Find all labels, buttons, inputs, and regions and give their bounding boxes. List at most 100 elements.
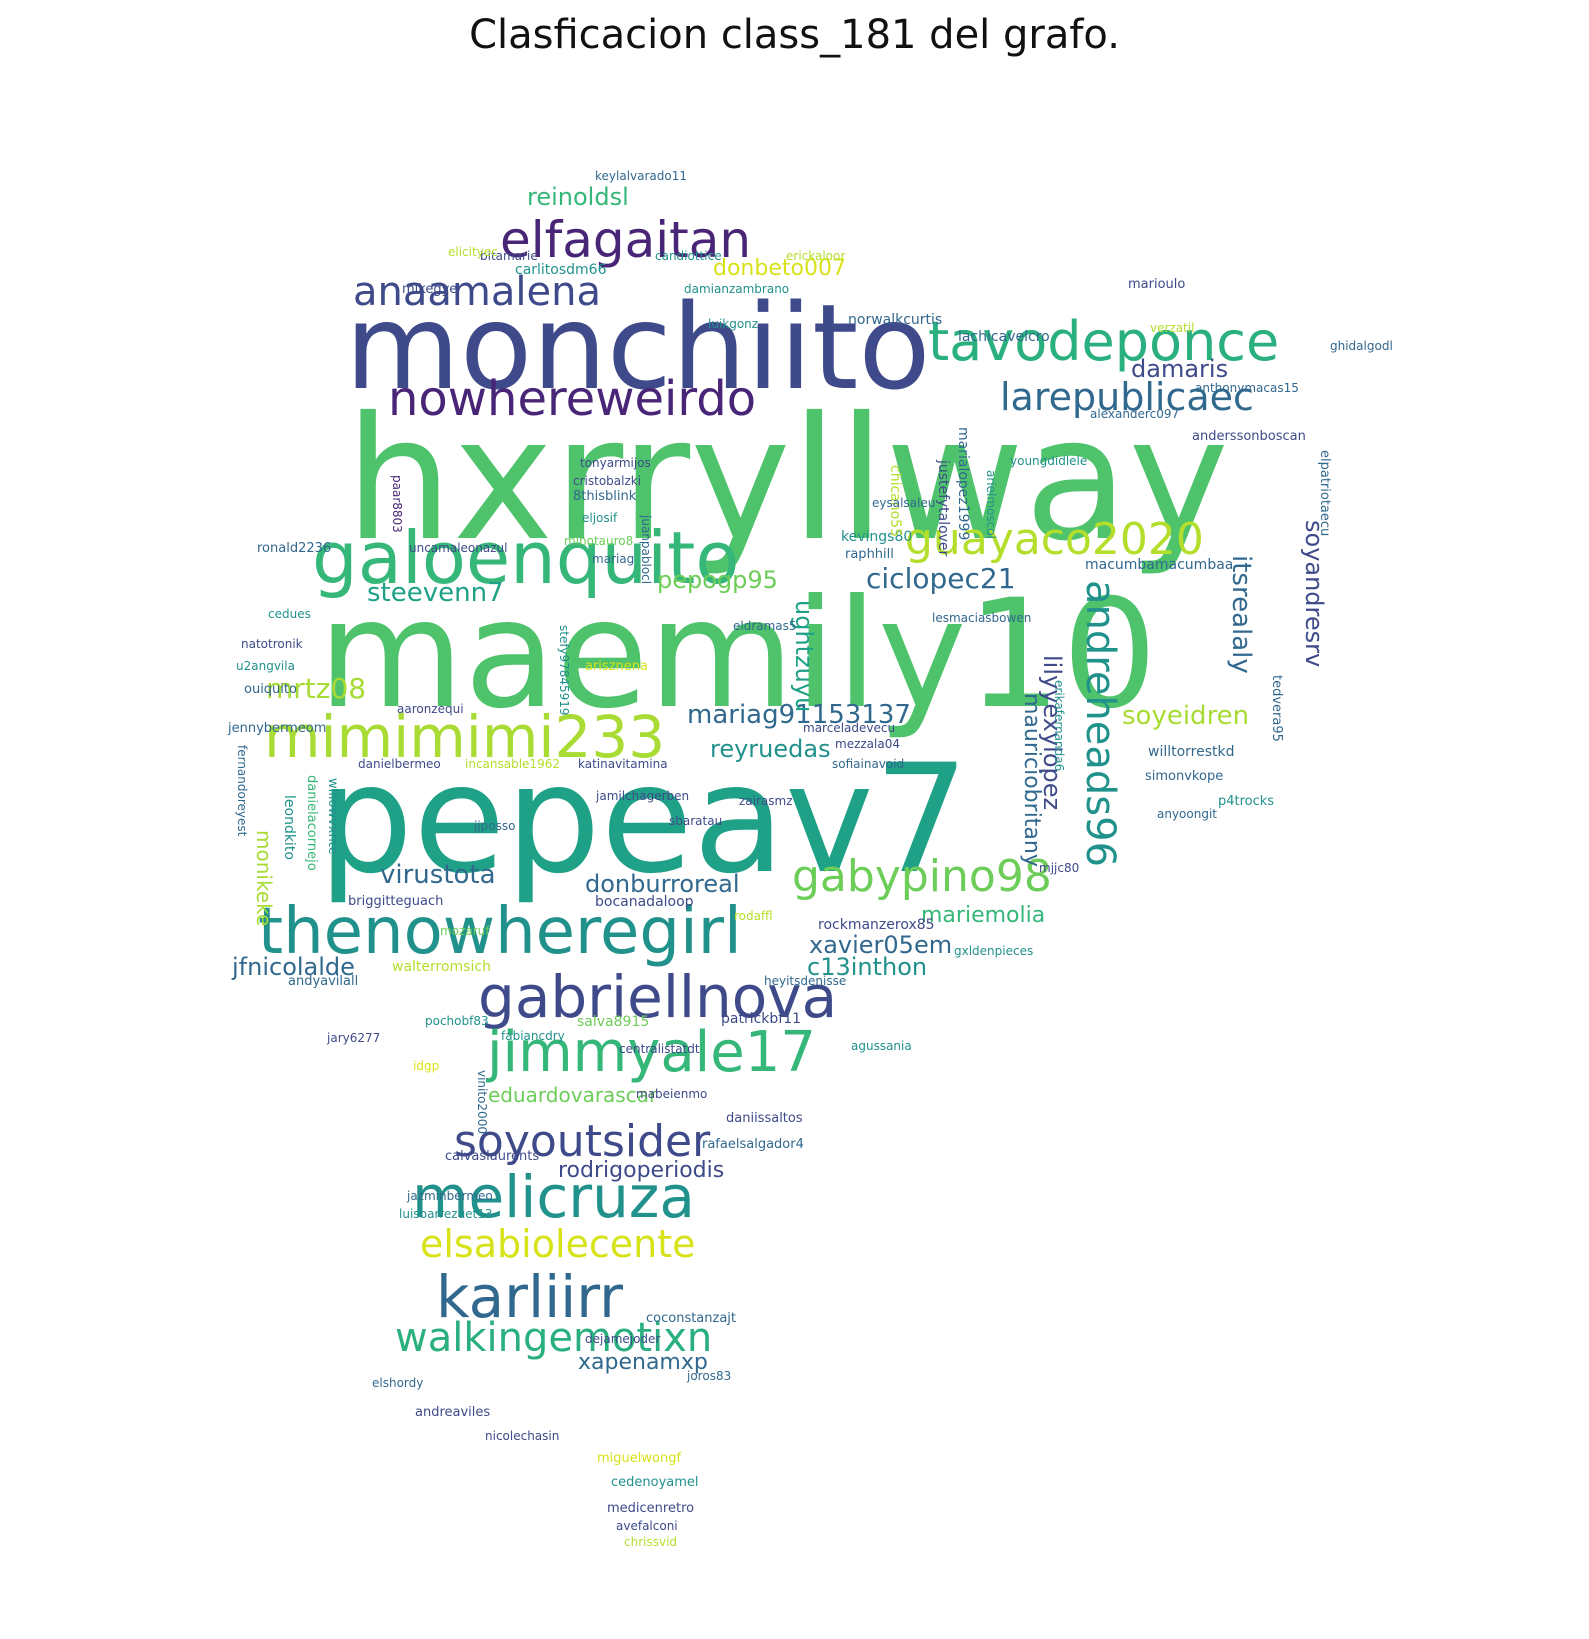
cloud-word: damaris <box>1131 355 1229 383</box>
cloud-word: aaronzequi <box>397 702 464 716</box>
cloud-word: ughtzuyu <box>790 600 818 713</box>
cloud-word: ouiquito <box>244 682 297 697</box>
cloud-word: nicolechasin <box>485 1429 560 1443</box>
cloud-word: leondkito <box>281 795 297 860</box>
cloud-word: reinoldsl <box>527 183 629 211</box>
cloud-word: ciclopec21 <box>866 562 1016 595</box>
cloud-word: minotauro8 <box>564 534 634 548</box>
cloud-word: pepogp95 <box>657 566 778 594</box>
cloud-word: idgp <box>413 1059 440 1073</box>
cloud-word: anyoongit <box>1157 807 1218 821</box>
cloud-word: calvaslaurents <box>445 1149 540 1164</box>
cloud-word: monikeke <box>252 830 276 927</box>
cloud-word: norwalkcurtis <box>848 312 943 328</box>
cloud-word: hxrryllway <box>345 381 1230 579</box>
cloud-word: mikegye <box>402 282 458 297</box>
cloud-word: donbeto007 <box>713 256 846 281</box>
cloud-word: marioulo <box>1128 277 1186 292</box>
cloud-word: jary6277 <box>327 1031 381 1045</box>
cloud-word: elshordy <box>372 1376 424 1390</box>
cloud-word: jimmyale17 <box>487 1020 816 1085</box>
cloud-word: uncamaleonazul <box>409 541 508 555</box>
cloud-word: ronald2236 <box>257 541 332 556</box>
cloud-word: patrickbf11 <box>721 1011 802 1027</box>
cloud-word: elicityec <box>448 245 498 259</box>
cloud-word: mariag <box>592 552 635 566</box>
chart-title: Clasficacion class_181 del grafo. <box>469 12 1120 58</box>
cloud-word: zairasmz <box>739 794 793 808</box>
cloud-word: youngdidlele <box>1010 454 1088 468</box>
cloud-word: jennybermeom <box>228 721 327 736</box>
cloud-word: carlitosdm66 <box>515 262 607 278</box>
cloud-word: ghidalgodl <box>1330 339 1393 353</box>
cloud-word: pepeav7 <box>318 733 970 907</box>
cloud-word: coconstanzajt <box>646 1311 737 1326</box>
cloud-word: mariag91153137 <box>687 700 911 730</box>
cloud-word: erickaloor <box>786 249 846 263</box>
cloud-word: tavodeponce <box>928 310 1280 373</box>
cloud-word: larepublicaec <box>1000 375 1254 419</box>
cloud-word: eduardovarascar <box>488 1083 658 1107</box>
cloud-word: erikafernanda6 <box>1052 680 1066 772</box>
cloud-word: macumbamacumbaa <box>1085 557 1234 573</box>
cloud-word: chicano55 <box>887 465 903 537</box>
cloud-word: 8thisblink <box>573 489 637 504</box>
cloud-word: andyavilall <box>288 974 359 989</box>
cloud-word: cedenoyamel <box>611 1475 699 1490</box>
cloud-word: karliirr <box>436 1263 623 1331</box>
cloud-word: andreaviles <box>415 1405 491 1420</box>
cloud-word: fabiancdry <box>501 1029 565 1043</box>
cloud-word: danielacornejo <box>304 775 319 871</box>
cloud-word: salva8915 <box>577 1014 650 1030</box>
cloud-word: jamilchagerben <box>596 789 690 803</box>
cloud-word: soyandresrv <box>1300 520 1328 668</box>
cloud-word: elsabiolecente <box>420 1222 696 1266</box>
cloud-word: elfagaitan <box>500 211 752 269</box>
cloud-word: guayaco2020 <box>905 514 1204 565</box>
cloud-word: gabriellnova <box>478 963 838 1031</box>
cloud-word: bocanadaloop <box>595 894 694 910</box>
cloud-word: cedues <box>268 607 311 621</box>
cloud-word: fernandoreyest <box>235 745 249 837</box>
cloud-word: arisznena <box>585 659 648 674</box>
cloud-word: damianzambrano <box>684 282 790 296</box>
cloud-word: joros83 <box>687 1369 732 1383</box>
cloud-word: candiottice <box>655 249 722 263</box>
cloud-word: virustota <box>380 860 496 890</box>
cloud-word: briggitteguach <box>348 894 444 909</box>
cloud-word: heyitsdenisse <box>764 974 847 988</box>
cloud-word: miguelwongf <box>597 1451 682 1466</box>
cloud-word: tonyarmijos <box>580 456 651 470</box>
cloud-word: eljosif <box>582 511 618 525</box>
cloud-word: maemily10 <box>318 568 1158 742</box>
cloud-word: lesmaciasbowen <box>932 611 1032 625</box>
cloud-word: lilyyexylopez <box>1038 655 1066 811</box>
cloud-word: mabeienmo <box>636 1087 708 1101</box>
cloud-word: lachicavelcro <box>958 329 1050 345</box>
cloud-word: natotronik <box>241 637 303 651</box>
cloud-word: mauriciobritany <box>1019 693 1044 867</box>
cloud-word: juanpablocl <box>639 515 653 585</box>
cloud-word: willtorrestkd <box>1148 744 1235 760</box>
cloud-word: rodaffl <box>734 909 773 923</box>
cloud-word: walterromsich <box>392 959 491 975</box>
cloud-word: thenowheregirl <box>258 895 742 969</box>
cloud-word: gxldenpieces <box>954 944 1034 958</box>
cloud-word: agussania <box>851 1039 912 1053</box>
cloud-word: xapenamxp <box>578 1350 708 1375</box>
cloud-word: walkingemotixn <box>395 1315 713 1361</box>
cloud-word: katinavitamina <box>578 757 668 771</box>
cloud-word: anderssonboscan <box>1192 429 1306 444</box>
cloud-word: incansable1962 <box>465 757 560 771</box>
cloud-word: alexanderc097 <box>1090 407 1180 421</box>
cloud-word: centralistatdt <box>619 1042 700 1056</box>
cloud-word: monchiito <box>345 278 931 416</box>
cloud-word: mozaruf <box>440 924 490 938</box>
cloud-word: paar8803 <box>390 475 404 533</box>
cloud-word: steevenn7 <box>367 578 504 608</box>
cloud-word: nowhereweirdo <box>388 371 757 427</box>
cloud-word: willowvxnte <box>325 778 340 855</box>
cloud-word: mariemolia <box>921 903 1046 928</box>
cloud-word: medicenretro <box>607 1501 695 1516</box>
cloud-word: elpatriotaecu <box>1317 450 1332 537</box>
